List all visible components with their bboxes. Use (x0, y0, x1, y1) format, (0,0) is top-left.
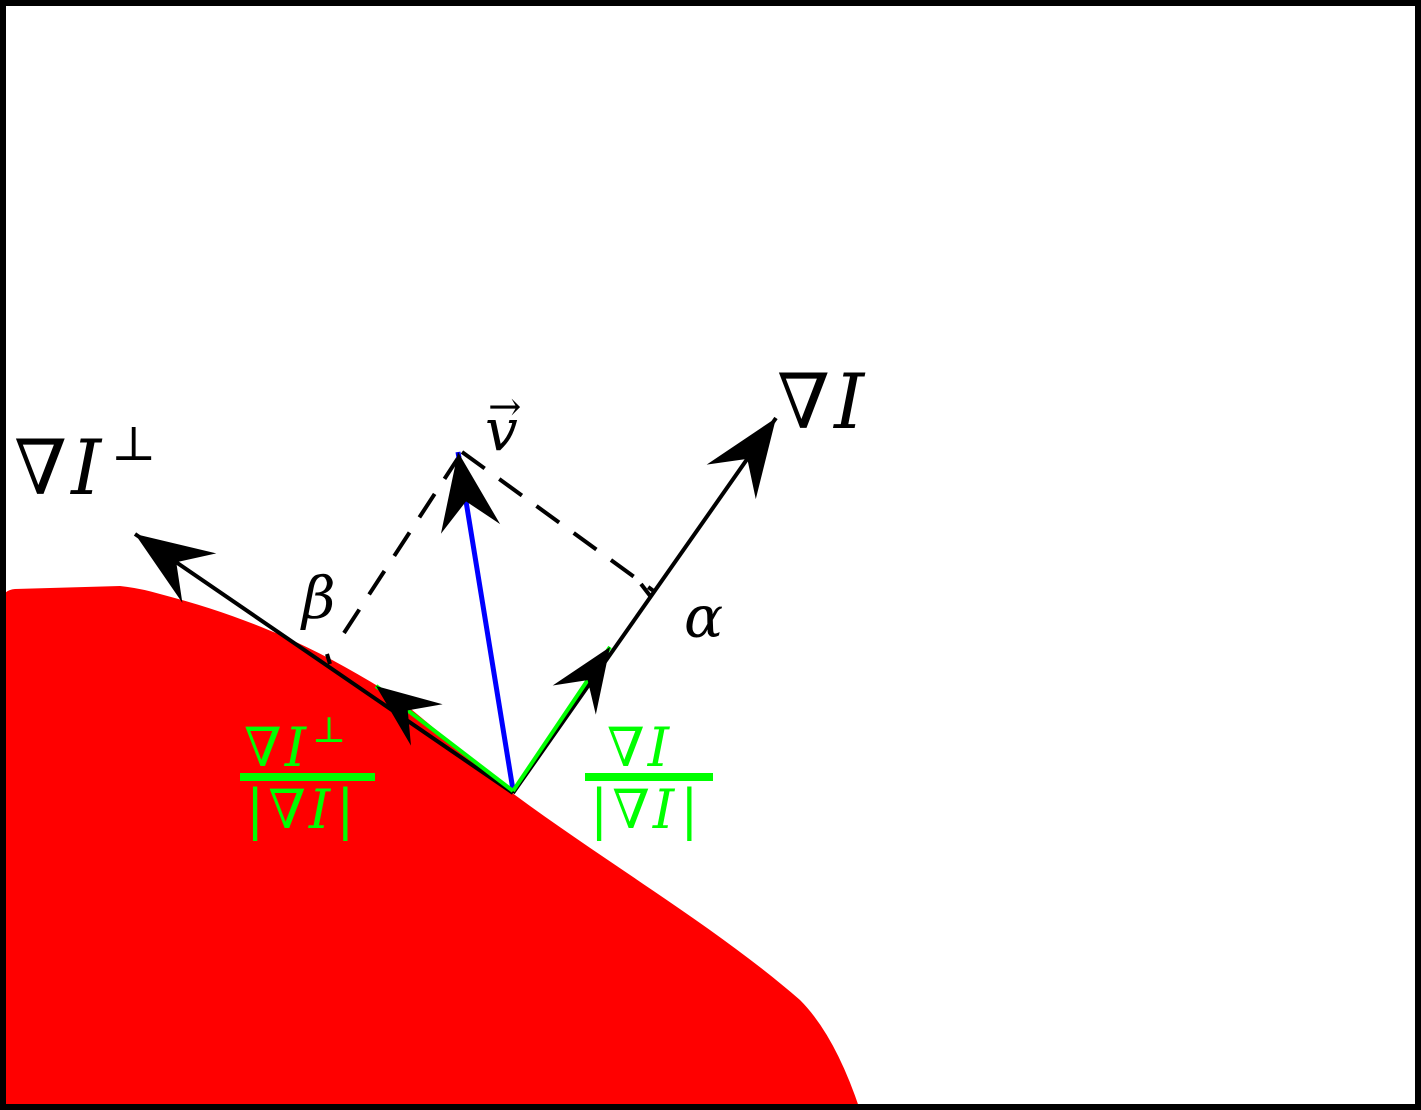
label-grad-i: ∇I (777, 357, 866, 446)
label-unit-grad-perp: ∇I ⊥ |∇I | (240, 710, 375, 841)
perp-superscript: ⊥ (111, 416, 156, 472)
nabla-symbol: ∇ (607, 716, 645, 779)
fraction-bar (240, 773, 375, 781)
velocity-accent: → (488, 384, 522, 430)
perp-superscript: ⊥ (312, 710, 346, 751)
variable-i: I (647, 716, 671, 779)
svg-text:|∇I|: |∇I | (590, 778, 698, 841)
gradient-vector (511, 416, 778, 795)
abs-bar-left: | (590, 778, 608, 841)
label-beta: β (300, 564, 336, 632)
velocity-variable: v (485, 396, 518, 464)
projection-lines (342, 450, 657, 635)
unit-gradient-perp-vector (374, 684, 515, 793)
unit-gradient-vector (511, 645, 612, 793)
variable-i: I (308, 778, 332, 841)
label-unit-grad: ∇I |∇I | (585, 716, 713, 841)
label-grad-i-perp: ∇I ⊥ (14, 416, 156, 512)
svg-text:|∇I|: |∇I | (246, 778, 354, 841)
nabla-symbol: ∇ (244, 716, 282, 779)
label-alpha: α (684, 583, 723, 651)
variable-i: I (284, 716, 308, 779)
nabla-symbol: ∇ (268, 778, 306, 841)
tick-alpha (639, 582, 653, 599)
projection-line-alpha (460, 450, 657, 594)
abs-bar-left: | (246, 778, 264, 841)
abs-bar-right: | (680, 778, 698, 841)
nabla-symbol: ∇ (777, 357, 830, 446)
velocity-vector (440, 451, 516, 791)
svg-text:∇I: ∇I (777, 357, 866, 446)
tick-beta (325, 653, 332, 665)
label-velocity: → v (485, 384, 522, 464)
svg-text:∇I: ∇I (607, 716, 671, 779)
gradient-perp-vector (133, 532, 515, 795)
variable-i: I (832, 357, 866, 446)
variable-i: I (69, 423, 103, 512)
red-region (3, 586, 860, 1110)
svg-text:∇I⊥: ∇I ⊥ (244, 710, 346, 779)
svg-text:∇I⊥: ∇I ⊥ (14, 416, 156, 512)
variable-i: I (652, 778, 676, 841)
nabla-symbol: ∇ (612, 778, 650, 841)
abs-bar-right: | (336, 778, 354, 841)
right-angle-ticks (325, 582, 653, 665)
fraction-bar (585, 773, 713, 781)
nabla-symbol: ∇ (14, 423, 67, 512)
projection-line-beta (342, 450, 464, 635)
